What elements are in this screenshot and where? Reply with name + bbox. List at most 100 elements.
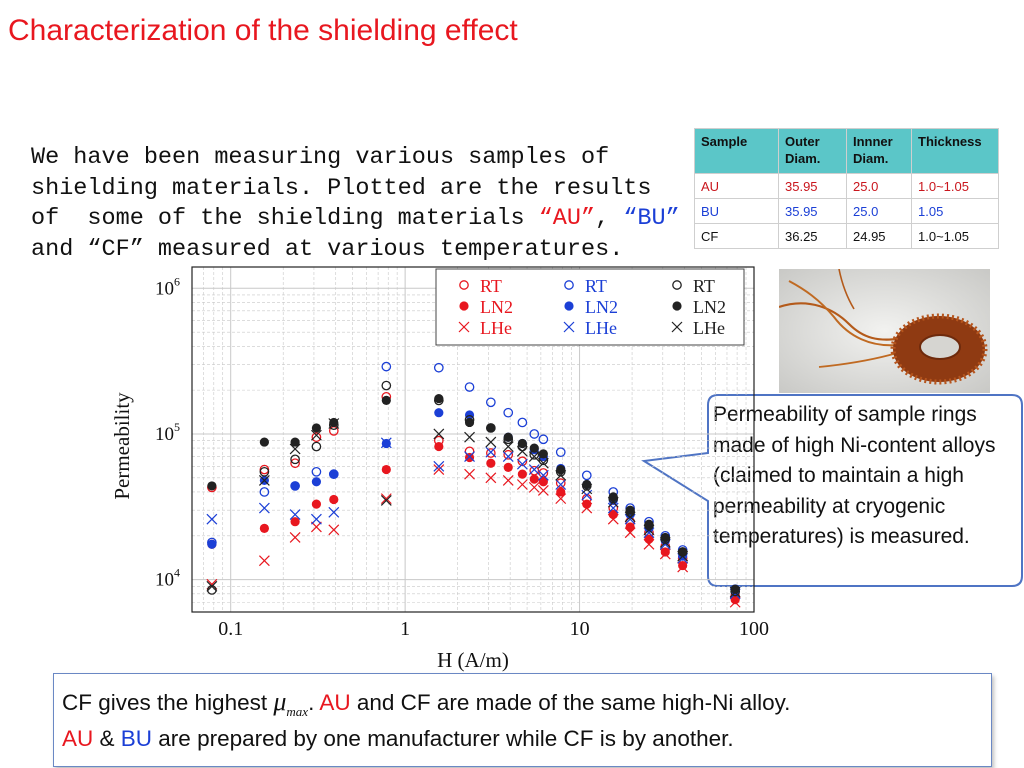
x-marker-stroke [310, 513, 322, 525]
x-marker-stroke [380, 437, 392, 449]
x-marker-stroke [607, 496, 619, 508]
x-marker-stroke [380, 493, 392, 505]
data-point [555, 478, 566, 488]
x-marker-stroke [555, 469, 567, 481]
x-marker-stroke [485, 436, 497, 448]
data-point [625, 522, 635, 532]
x-tick-label: 1 [400, 618, 410, 640]
series-cf-ln2 [207, 393, 740, 594]
table-cell: 25.0 [846, 173, 912, 199]
x-marker-stroke [433, 464, 445, 475]
x-marker-stroke [643, 527, 655, 539]
chart-points [206, 361, 741, 608]
table-header-cell: Innner Diam. [846, 128, 912, 174]
data-point [729, 596, 741, 608]
mu-max-symbol: μmax [273, 687, 308, 719]
data-point [503, 407, 514, 418]
data-point [529, 429, 540, 439]
data-point [290, 481, 300, 491]
data-point [529, 443, 539, 453]
data-point [207, 481, 217, 491]
au-label: AU [62, 726, 94, 751]
summary-text: and CF are made of the same high-Ni allo… [350, 690, 791, 715]
data-point [464, 468, 475, 480]
data-point [290, 437, 300, 447]
x-marker-stroke [555, 479, 567, 490]
x-marker-stroke [258, 475, 270, 486]
data-point [677, 561, 689, 573]
table-cell: 24.95 [846, 223, 912, 249]
table-header-cell: Outer Diam. [778, 128, 847, 174]
data-point [517, 417, 528, 428]
mu-glyph: μ [273, 687, 287, 716]
data-point [502, 451, 514, 462]
callout-text: Permeability of sample rings made of hig… [713, 403, 996, 549]
data-point [517, 469, 527, 479]
x-marker-stroke [729, 586, 741, 598]
permeability-chart: 0.1 1 10 100 104 105 106 H (A/m) Permeability… [110, 266, 769, 672]
legend-label: RT [480, 276, 502, 296]
data-point [381, 380, 392, 391]
x-marker-stroke [502, 441, 514, 452]
data-point [328, 506, 340, 518]
y-axis-label: Permeability [110, 392, 134, 500]
data-point [464, 382, 475, 392]
data-point [328, 524, 340, 536]
bu-label: BU [120, 726, 153, 751]
data-point [555, 493, 567, 505]
data-point [516, 479, 528, 490]
data-point [290, 517, 300, 527]
data-point [517, 456, 528, 467]
data-point [555, 469, 567, 481]
x-tick-label: 0.1 [218, 618, 243, 640]
series-au-ln2 [207, 441, 740, 605]
table-cell: 1.05 [911, 198, 999, 224]
legend-label: LN2 [480, 297, 513, 317]
data-point [643, 524, 655, 536]
data-point [502, 475, 514, 486]
series-bu-lhe [206, 437, 741, 600]
data-point [537, 457, 549, 469]
x-marker-stroke [380, 494, 392, 506]
series-cf-lhe [206, 418, 741, 598]
data-point [677, 550, 689, 562]
x-marker-stroke [555, 493, 567, 505]
data-point [555, 447, 566, 458]
x-marker-stroke [328, 418, 340, 429]
x-marker-stroke [659, 537, 671, 548]
x-axis-label: H (A/m) [437, 648, 509, 672]
data-point [516, 458, 528, 470]
data-point [678, 560, 688, 571]
legend-marker [672, 301, 682, 311]
data-point [516, 445, 528, 457]
data-point [644, 519, 654, 529]
intro-au-label: “AU” [538, 205, 596, 233]
data-point [259, 523, 269, 533]
table-cell: 1.0~1.05 [911, 173, 999, 199]
data-point [503, 449, 514, 460]
table-cell: 25.0 [846, 198, 912, 224]
intro-text-3: and “CF” measured at various temperature… [31, 205, 708, 263]
data-point [538, 477, 548, 487]
data-point [381, 395, 391, 406]
data-point [433, 460, 445, 472]
data-point [289, 531, 301, 543]
x-marker-stroke [643, 524, 655, 536]
x-tick-label: 10 [570, 618, 590, 640]
x-marker-stroke [624, 511, 636, 523]
data-point [581, 483, 593, 495]
data-point [503, 462, 513, 472]
data-point [380, 493, 392, 505]
data-point [290, 454, 300, 465]
x-marker-stroke [516, 458, 528, 470]
data-point [503, 432, 513, 442]
x-marker-stroke [502, 451, 514, 462]
data-point [464, 417, 475, 428]
x-marker-stroke [537, 469, 549, 481]
data-point [624, 527, 636, 539]
data-point [485, 472, 497, 484]
summary-text: . [308, 690, 320, 715]
x-marker-stroke [624, 527, 636, 539]
data-point [258, 475, 270, 486]
